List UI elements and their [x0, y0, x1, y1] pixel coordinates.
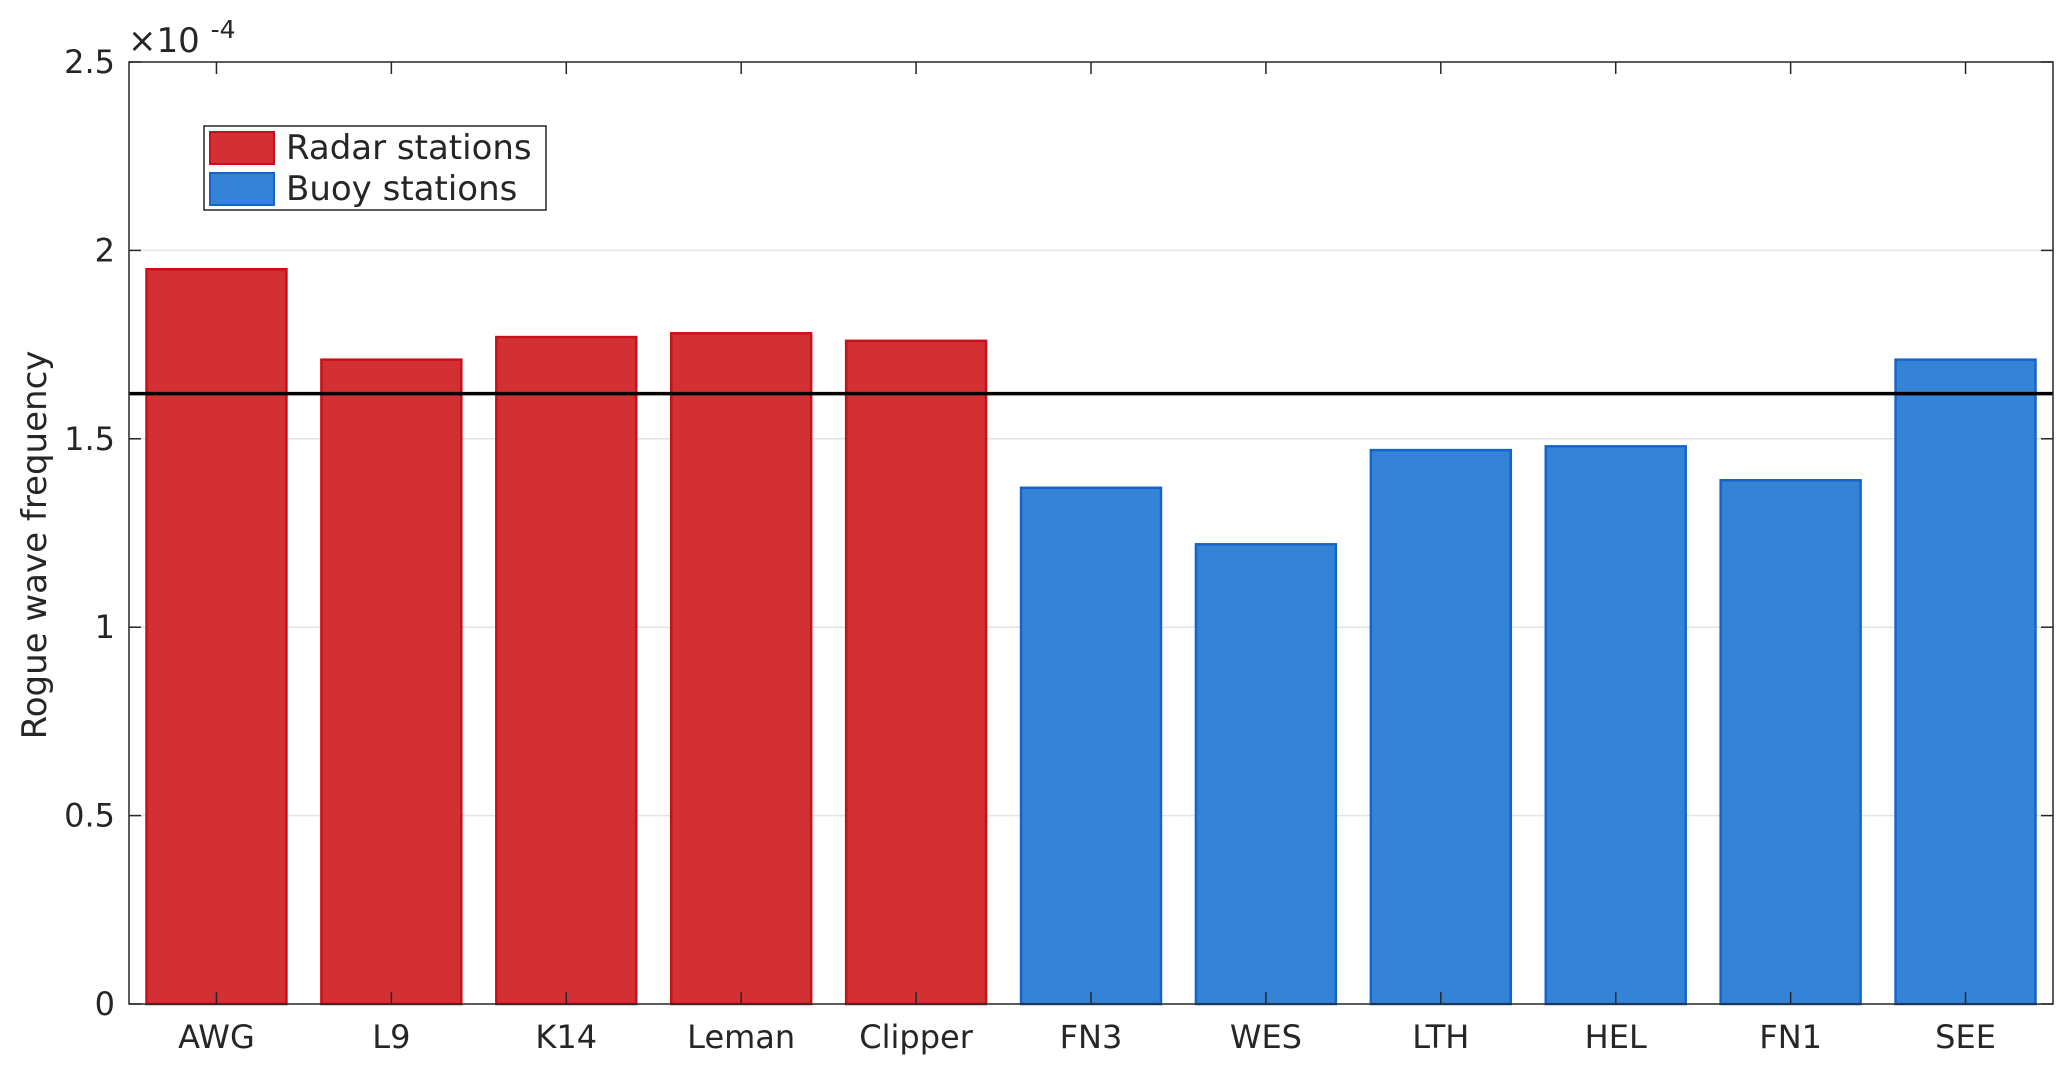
bar-k14 [495, 335, 638, 1006]
legend: Radar stations Buoy stations [203, 125, 547, 211]
legend-label-radar: Radar stations [286, 128, 532, 168]
x-ticks: AWG L9 K14 Leman Clipper FN3 WES LTH HEL FN1 SEE [178, 62, 1996, 1056]
x-tick-label-awg: AWG [178, 1018, 255, 1056]
y-tick-label: 1 [95, 608, 115, 646]
legend-swatch-buoy [209, 172, 275, 206]
bar-hel [1544, 445, 1687, 1006]
bar-l9 [320, 358, 463, 1006]
y-tick-label: 0 [95, 985, 115, 1023]
y-axis-multiplier: ×10 -4 [128, 15, 236, 61]
x-tick-label-wes: WES [1230, 1018, 1302, 1056]
x-tick-label-hel: HEL [1585, 1018, 1647, 1056]
y-tick-label: 2.5 [64, 43, 115, 81]
x-tick-label-clipper: Clipper [859, 1018, 973, 1056]
y-tick-label: 2 [95, 231, 115, 269]
bar-see [1894, 358, 2037, 1006]
y-axis-multiplier-exponent: -4 [211, 15, 236, 44]
y-tick-label: 0.5 [64, 797, 115, 835]
x-tick-label-l9: L9 [372, 1018, 410, 1056]
x-tick-label-fn1: FN1 [1759, 1018, 1822, 1056]
y-axis-multiplier-base: ×10 [128, 21, 200, 61]
bar-lth [1369, 448, 1513, 1006]
legend-label-buoy: Buoy stations [286, 169, 517, 209]
bar-leman [669, 332, 813, 1006]
bars [145, 267, 2037, 1006]
x-tick-label-fn3: FN3 [1060, 1018, 1123, 1056]
x-tick-label-see: SEE [1935, 1018, 1996, 1056]
y-axis-label: Rogue wave frequency [15, 351, 55, 740]
x-tick-label-lth: LTH [1412, 1018, 1469, 1056]
bar-wes [1194, 543, 1338, 1006]
bar-awg [145, 267, 288, 1006]
x-tick-label-k14: K14 [535, 1018, 597, 1056]
bar-clipper [844, 339, 988, 1006]
legend-swatch-radar [209, 131, 275, 165]
bar-fn1 [1719, 478, 1862, 1006]
bar-fn3 [1019, 486, 1163, 1006]
x-tick-label-leman: Leman [687, 1018, 795, 1056]
y-tick-label: 1.5 [64, 420, 115, 458]
y-ticks: 0 0.5 1 1.5 2 2.5 [64, 43, 2053, 1023]
